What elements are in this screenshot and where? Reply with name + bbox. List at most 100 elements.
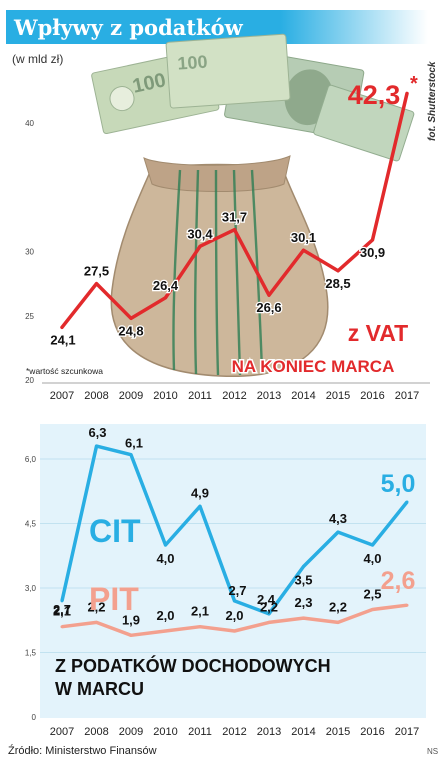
- pit-data-label: 2,0: [225, 608, 243, 623]
- banknote-top: [165, 33, 291, 109]
- cit-pit-panel-background: [40, 424, 426, 718]
- pit-data-label: 2,2: [87, 599, 105, 614]
- cit-pit-x-tick-label: 2016: [360, 726, 384, 738]
- vat-estimate-marker: *: [410, 73, 418, 95]
- cit-pit-y-tick-label: 3,0: [25, 584, 37, 593]
- pit-data-label: 2,5: [363, 587, 381, 602]
- vat-annotation-subtitle: NA KONIEC MARCA: [232, 357, 395, 376]
- vat-x-tick-label: 2008: [84, 390, 108, 402]
- cit-data-point: [198, 504, 202, 508]
- cit-data-label: 3,5: [294, 573, 312, 588]
- vat-data-point: [405, 91, 409, 95]
- cit-data-label: 2,4: [257, 592, 276, 607]
- vat-data-label: 24,1: [50, 332, 75, 347]
- vat-data-label: 24,8: [118, 323, 143, 338]
- vat-data-label: 26,4: [153, 278, 179, 293]
- vat-footnote: *wartość szcunkowa: [26, 366, 103, 376]
- pit-data-label: 2,1: [191, 604, 209, 619]
- vat-data-point: [233, 228, 236, 232]
- vat-x-tick-label: 2010: [153, 390, 177, 402]
- pit-data-point: [198, 625, 202, 629]
- vat-data-label: 28,5: [325, 276, 350, 291]
- chart-subtitle: (w mld zł): [12, 52, 64, 66]
- cit-pit-chart: 0 1,5 3,0 4,5 6,0 2007 2008 2009 2010 2011 2012 201…: [25, 425, 426, 738]
- pit-data-label: 2,1: [53, 604, 71, 619]
- pit-data-point: [95, 620, 98, 624]
- pit-data-point: [267, 620, 271, 624]
- vat-x-tick-label: 2011: [188, 390, 212, 402]
- vat-x-tick-label: 2015: [326, 390, 350, 402]
- vat-data-label: 27,5: [84, 264, 109, 279]
- pit-data-label-last: 2,6: [381, 567, 416, 595]
- cit-pit-x-tick-label: 2014: [291, 726, 315, 738]
- pit-data-label: 1,9: [122, 612, 140, 627]
- source-note: Źródło: Ministerstwo Finansów: [8, 745, 157, 757]
- chart-title: Wpływy z podatków: [14, 15, 243, 40]
- vat-y-tick-label: 40: [25, 119, 34, 128]
- author-initials: NS: [427, 747, 439, 756]
- sack-body: [110, 163, 329, 378]
- pit-data-point: [302, 616, 305, 620]
- vat-chart: 20 25 30 40 2007 2008 2009 2010 2011 2012 2013 2014…: [25, 73, 430, 402]
- cit-data-label: 2,7: [228, 583, 246, 598]
- vat-data-label-last: 42,3: [348, 80, 401, 110]
- cit-data-point: [164, 543, 167, 547]
- vat-data-label: 30,1: [291, 230, 316, 245]
- vat-x-tick-label: 2009: [119, 390, 143, 402]
- banknote-left-emblem: [109, 86, 135, 112]
- cit-series-name: CIT: [89, 513, 141, 549]
- vat-x-tick-label: 2014: [291, 390, 315, 402]
- cit-pit-annotation-line: Z PODATKÓW DOCHODOWYCH: [55, 655, 331, 676]
- cit-data-point: [60, 599, 64, 603]
- cit-data-label: 4,3: [329, 511, 347, 526]
- vat-data-point: [95, 282, 98, 286]
- vat-data-point: [336, 269, 340, 273]
- cit-data-point: [336, 530, 340, 534]
- vat-data-point: [198, 244, 202, 248]
- cit-pit-y-tick-label: 6,0: [25, 455, 37, 464]
- cit-pit-x-tick-label: 2015: [326, 726, 350, 738]
- sack-stripes: [172, 169, 264, 376]
- cit-data-point: [233, 599, 236, 603]
- vat-x-tick-label: 2017: [395, 390, 419, 402]
- pit-data-label: 2,2: [329, 599, 347, 614]
- cit-data-point: [129, 453, 133, 457]
- vat-data-label: 26,6: [256, 300, 281, 315]
- vat-data-point: [371, 238, 374, 242]
- pit-data-point: [233, 629, 236, 633]
- vat-data-point: [302, 248, 305, 252]
- vat-data-label: 31,7: [222, 210, 247, 225]
- vat-data-point: [267, 293, 271, 297]
- cit-pit-x-tick-label: 2007: [50, 726, 74, 738]
- cit-data-label: 4,9: [191, 485, 209, 500]
- vat-x-tick-label: 2016: [360, 390, 384, 402]
- vat-y-tick-label: 20: [25, 376, 34, 385]
- cit-pit-y-tick-label: 1,5: [25, 649, 37, 658]
- cit-data-point: [267, 612, 271, 616]
- cit-pit-x-tick-label: 2013: [257, 726, 281, 738]
- vat-data-point: [129, 316, 133, 320]
- cit-pit-x-tick-label: 2017: [395, 726, 419, 738]
- cit-data-label-last: 5,0: [381, 470, 416, 498]
- pit-data-point: [60, 625, 64, 629]
- cit-pit-x-tick-label: 2011: [188, 726, 212, 738]
- cit-data-label: 6,1: [125, 436, 143, 451]
- cit-data-point: [95, 444, 98, 448]
- banknote-far-right: [313, 84, 415, 162]
- cit-data-label: 4,0: [156, 551, 174, 566]
- vat-data-label: 30,9: [360, 245, 385, 260]
- vat-x-tick-label: 2012: [222, 390, 246, 402]
- pit-data-label: 2,0: [156, 608, 174, 623]
- cit-pit-y-tick-label: 4,5: [25, 520, 37, 529]
- pit-data-label: 2,2: [260, 599, 278, 614]
- cit-pit-x-tick-label: 2009: [119, 726, 143, 738]
- cit-data-label: 6,3: [88, 425, 106, 440]
- pit-series-name: PIT: [89, 581, 139, 617]
- money-bag-illustration: 100 100 100: [91, 33, 415, 378]
- cit-data-point: [371, 543, 374, 547]
- pit-data-point: [371, 608, 374, 611]
- vat-data-label: 30,4: [187, 226, 213, 241]
- cit-data-label: 2,7: [53, 602, 71, 617]
- vat-y-tick-label: 25: [25, 312, 34, 321]
